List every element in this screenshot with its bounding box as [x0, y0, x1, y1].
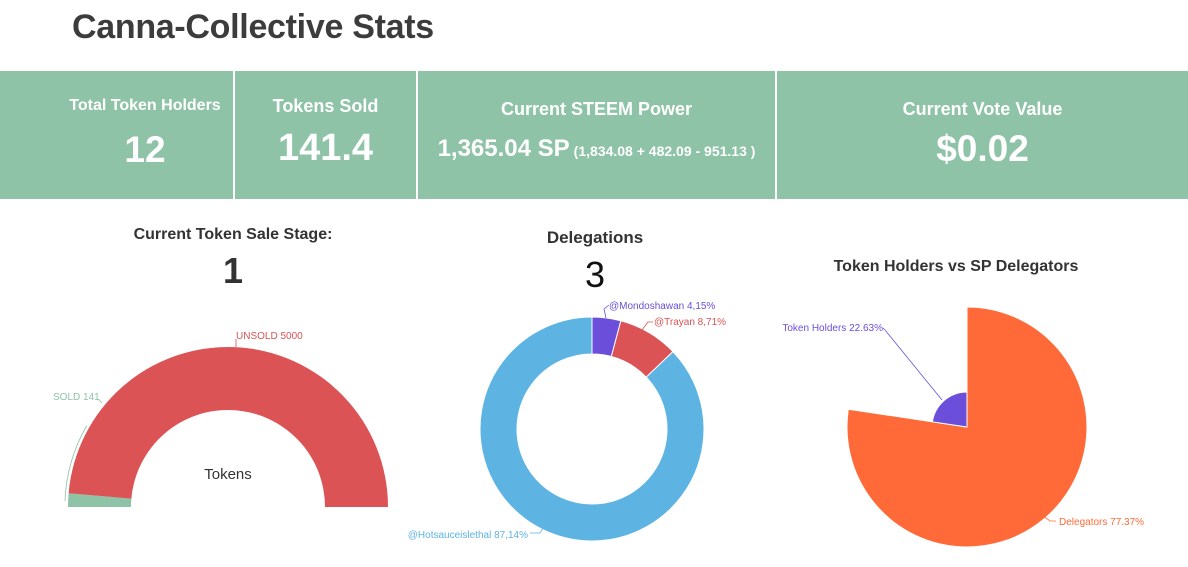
- gauge-sold-leader: [97, 398, 103, 404]
- token-holders-value: 12: [124, 129, 166, 170]
- donut-mondoshawan-leader: [603, 304, 610, 319]
- gauge-slice-sold: [68, 493, 132, 507]
- pie-holders-leader: [882, 327, 943, 401]
- tokens-sold-value: 141.4: [277, 127, 374, 169]
- tokens-sold-label: Tokens Sold: [272, 96, 379, 116]
- pie-delegators-label: Delegators 77.37%: [1059, 517, 1144, 528]
- vote-value-value: $0.02: [936, 128, 1029, 169]
- delegations-count: 3: [584, 254, 606, 295]
- stats-bar: Total Token Holders 12 Tokens Sold 141.4…: [0, 71, 1188, 199]
- token-holders-stat: Total Token Holders 12: [57, 71, 233, 199]
- donut-trayan-leader: [641, 321, 653, 331]
- donut-hotsauce-label: @Hotsauceislethal 87,14%: [408, 530, 528, 541]
- donut-mondoshawan-label: @Mondoshawan 4,15%: [609, 301, 715, 312]
- donut-hotsauce-leader: [530, 524, 546, 534]
- steem-power-label: Current STEEM Power: [500, 99, 693, 119]
- gauge-unsold-label: UNSOLD 5000: [236, 331, 303, 342]
- gauge-sold-label: SOLD 141: [53, 392, 100, 403]
- vote-value-label: Current Vote Value: [902, 99, 1063, 119]
- page-title: Canna-Collective Stats: [72, 8, 434, 46]
- gauge-slice-unsold: [68, 347, 388, 507]
- delegations-donut: @Mondoshawan 4,15% @Trayan 8,71% @Hotsauce…: [408, 301, 726, 542]
- gauge-center-label: Tokens: [204, 466, 252, 483]
- pie-slice-token-holders: [931, 391, 968, 428]
- steem-power-breakdown: (1,834.08 + 482.09 - 951.13 ): [573, 143, 756, 159]
- steem-power-stat: Current STEEM Power 1,365.04 SP (1,834.08…: [416, 71, 775, 199]
- token-holders-label: Total Token Holders: [69, 97, 221, 114]
- sale-stage-title: Current Token Sale Stage:: [133, 226, 333, 243]
- delegations-title: Delegations: [546, 228, 644, 247]
- holders-vs-delegators-pie: Token Holders 22.63% Delegators 77.37%: [782, 306, 1144, 548]
- holders-vs-delegators-title: Token Holders vs SP Delegators: [833, 258, 1079, 275]
- sale-stage-value: 1: [222, 250, 244, 291]
- donut-trayan-label: @Trayan 8,71%: [654, 317, 726, 328]
- token-sale-gauge: Tokens UNSOLD 5000 SOLD 141: [53, 331, 388, 507]
- vote-value-stat: Current Vote Value $0.02: [775, 71, 1188, 199]
- pie-delegators-leader: [1041, 514, 1056, 522]
- donut-slice-hotsauceislethal: [479, 316, 705, 542]
- pie-holders-label: Token Holders 22.63%: [782, 323, 883, 334]
- gauge-sold-bracket: [64, 425, 88, 502]
- steem-power-value: 1,365.04 SP: [437, 135, 570, 162]
- tokens-sold-stat: Tokens Sold 141.4: [233, 71, 416, 199]
